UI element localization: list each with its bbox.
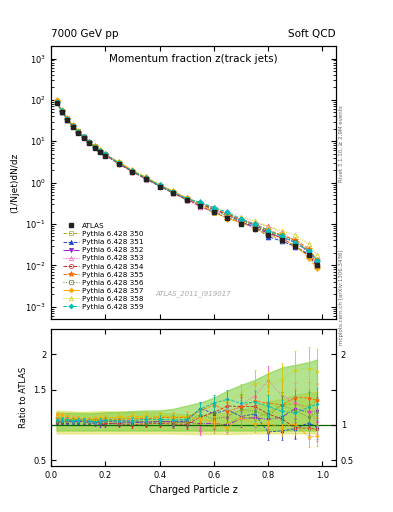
Text: mcplots.cern.ch [arXiv:1306.3436]: mcplots.cern.ch [arXiv:1306.3436] (339, 249, 344, 345)
Y-axis label: (1/Njet)dN/dz: (1/Njet)dN/dz (11, 153, 20, 213)
Text: Rivet 3.1.10, ≥ 2.9M events: Rivet 3.1.10, ≥ 2.9M events (339, 105, 344, 182)
X-axis label: Charged Particle z: Charged Particle z (149, 485, 238, 495)
Y-axis label: Ratio to ATLAS: Ratio to ATLAS (18, 367, 28, 428)
Legend: ATLAS, Pythia 6.428 350, Pythia 6.428 351, Pythia 6.428 352, Pythia 6.428 353, P: ATLAS, Pythia 6.428 350, Pythia 6.428 35… (61, 220, 147, 313)
Text: Soft QCD: Soft QCD (288, 29, 336, 39)
Text: Momentum fraction z(track jets): Momentum fraction z(track jets) (109, 54, 278, 65)
Text: ATLAS_2011_I919017: ATLAS_2011_I919017 (156, 290, 231, 297)
Text: 7000 GeV pp: 7000 GeV pp (51, 29, 119, 39)
